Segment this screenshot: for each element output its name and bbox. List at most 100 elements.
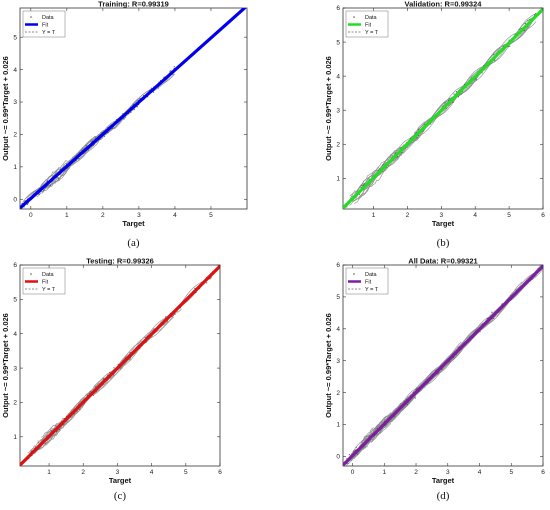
legend-data-marker: [30, 16, 32, 18]
x-tick-label: 4: [478, 469, 482, 476]
data-point: [174, 313, 176, 315]
data-point: [169, 70, 171, 72]
data-point: [353, 450, 355, 452]
data-point: [414, 397, 416, 399]
data-point: [449, 361, 451, 363]
data-point: [49, 185, 52, 187]
data-point: [486, 317, 488, 319]
data-point: [92, 144, 95, 146]
x-tick-label: 5: [184, 469, 188, 476]
legend-yt-label: Y = T: [42, 287, 56, 293]
x-tick-label: 0: [351, 469, 355, 476]
y-axis-label: Output ~= 0.99*Target + 0.026: [324, 56, 333, 161]
x-tick-label: 1: [382, 469, 386, 476]
data-point: [416, 137, 418, 139]
legend-fit-label: Fit: [365, 280, 372, 286]
data-point: [129, 359, 131, 361]
data-point: [509, 45, 511, 47]
legend-data-marker: [353, 273, 355, 275]
data-point: [507, 46, 509, 48]
data-trace: [351, 17, 536, 202]
y-tick-label: 2: [336, 390, 340, 397]
data-point: [406, 404, 408, 406]
data-point: [103, 135, 106, 137]
data-point: [38, 442, 40, 444]
data-point: [123, 118, 125, 120]
x-tick-label: 1: [372, 212, 376, 219]
subplot-caption: (d): [437, 490, 450, 502]
legend-fit-label: Fit: [42, 23, 49, 29]
x-tick-label: 2: [81, 469, 85, 476]
legend-yt-label: Y = T: [365, 30, 379, 36]
data-point: [26, 203, 28, 206]
data-trace: [25, 138, 93, 200]
x-tick-label: 5: [509, 469, 513, 476]
data-point: [355, 446, 357, 448]
y-tick-label: 3: [336, 107, 340, 114]
y-tick-label: 2: [13, 132, 17, 139]
y-tick-label: 5: [13, 297, 17, 304]
fit-line: [343, 8, 543, 209]
data-point: [394, 152, 396, 154]
data-point: [493, 318, 495, 320]
legend-data-marker: [353, 16, 355, 18]
x-tick-label: 6: [541, 212, 545, 219]
data-point: [368, 178, 370, 180]
x-tick-label: 3: [439, 212, 443, 219]
data-point: [493, 53, 495, 56]
data-point: [157, 87, 159, 89]
data-point: [444, 102, 446, 104]
x-axis-label: Target: [432, 476, 455, 485]
legend-yt-label: Y = T: [42, 30, 56, 36]
data-point: [475, 79, 478, 81]
x-tick-label: 3: [116, 469, 120, 476]
subplot-1: 0 1 2 3 4 5 0 1 2 3 4 5 Training: R=0.99319 Target Out…: [1, 0, 248, 249]
data-point: [124, 116, 126, 118]
data-point: [494, 59, 496, 61]
y-tick-label: 2: [336, 141, 340, 148]
y-tick-label: 6: [336, 262, 340, 269]
y-tick-label: 4: [336, 73, 340, 80]
data-point: [527, 19, 529, 22]
data-point: [103, 378, 105, 380]
x-tick-label: 6: [218, 469, 222, 476]
y-tick-label: 3: [13, 365, 17, 372]
y-tick-label: 1: [13, 164, 17, 171]
data-trace: [45, 316, 175, 437]
y-tick-label: 6: [13, 262, 17, 269]
data-point: [121, 367, 123, 369]
y-tick-label: 6: [336, 5, 340, 12]
data-point: [360, 186, 362, 188]
x-tick-label: 2: [101, 212, 105, 219]
data-point: [382, 164, 384, 166]
y-tick-label: 0: [336, 454, 340, 461]
data-point: [481, 72, 483, 74]
data-point: [38, 193, 40, 195]
x-tick-label: 6: [541, 469, 545, 476]
x-axis-label: Target: [109, 476, 132, 485]
y-tick-label: 0: [13, 196, 17, 203]
x-tick-label: 2: [406, 212, 410, 219]
data-point: [491, 311, 493, 313]
chart-title: Validation: R=0.99324: [405, 0, 483, 9]
data-point: [117, 363, 119, 365]
subplot-3: 1 2 3 4 5 6 1 2 3 4 5 6 Testing: R=0.99326 Target Outp…: [1, 257, 222, 503]
x-tick-label: 4: [473, 212, 477, 219]
data-point: [89, 391, 91, 393]
data-point: [455, 91, 458, 93]
x-tick-label: 5: [209, 212, 213, 219]
x-tick-label: 0: [29, 212, 33, 219]
y-tick-label: 1: [336, 422, 340, 429]
y-tick-label: 3: [336, 358, 340, 365]
data-point: [133, 109, 135, 111]
y-axis-label: Output ~= 0.99*Target + 0.026: [1, 56, 10, 161]
y-tick-label: 5: [336, 39, 340, 46]
data-point: [63, 424, 65, 426]
data-point: [347, 462, 349, 464]
data-point: [111, 128, 114, 130]
data-point: [452, 101, 454, 103]
y-axis-label: Output ~= 0.99*Target + 0.026: [1, 313, 10, 418]
data-point: [92, 394, 94, 396]
